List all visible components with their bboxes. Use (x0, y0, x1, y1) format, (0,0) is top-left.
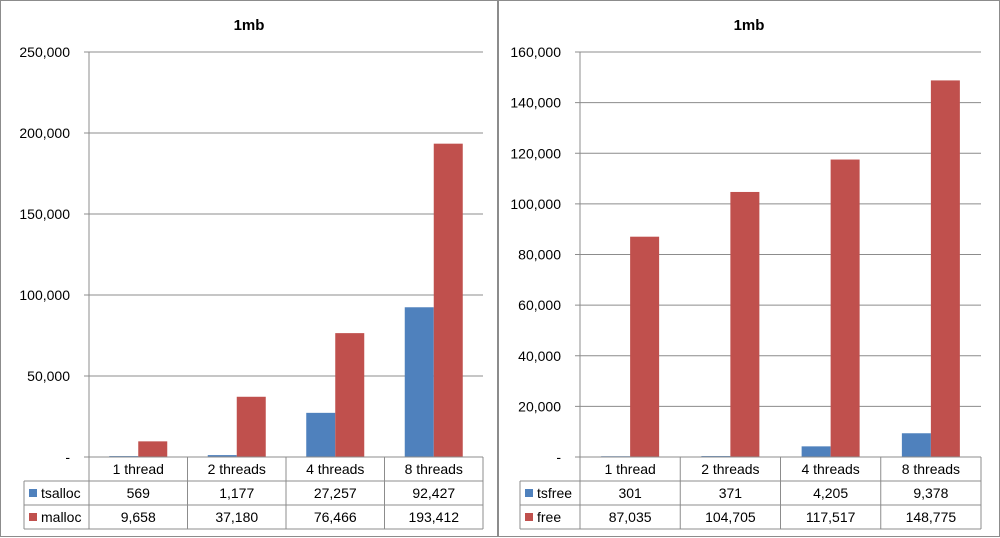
legend-label: free (537, 509, 561, 525)
category-label: 1 thread (113, 461, 164, 477)
legend-label: tsalloc (41, 485, 81, 501)
chart-panel-right: 1mb - 20,000 40,000 60,000 80,000 100,000 120,… (498, 0, 1000, 537)
data-label: 87,035 (609, 509, 652, 525)
data-label: 193,412 (408, 509, 459, 525)
bar-tsalloc (404, 307, 434, 457)
chart-right-svg: 1mb - 20,000 40,000 60,000 80,000 100,000 120,… (510, 17, 982, 530)
bar-malloc (335, 333, 365, 457)
y-tick-label: 40,000 (518, 348, 561, 364)
category-label: 2 threads (701, 461, 759, 477)
bar-free (830, 159, 860, 457)
data-label: 9,658 (121, 509, 156, 525)
data-label: 1,177 (219, 485, 254, 501)
category-label: 8 threads (405, 461, 463, 477)
legend-key-free (525, 513, 533, 521)
bar-free (630, 236, 660, 457)
chart-left-svg: 1mb - 50,000 100,000 150,000 200,000 250,000 1… (19, 17, 484, 530)
y-tick-label: 50,000 (27, 368, 70, 384)
legend-key-malloc (29, 513, 37, 521)
category-label: 4 threads (306, 461, 364, 477)
chart-panel-left: 1mb - 50,000 100,000 150,000 200,000 250,000 1… (0, 0, 498, 537)
bar-free (930, 80, 960, 458)
y-tick-label: - (65, 449, 70, 465)
y-tick-label: 250,000 (19, 44, 70, 60)
chart-title: 1mb (734, 17, 765, 34)
data-label: 76,466 (314, 509, 357, 525)
data-label: 92,427 (412, 485, 455, 501)
bar-tsalloc (207, 455, 237, 457)
y-tick-label: 80,000 (518, 247, 561, 263)
y-tick-label: 140,000 (510, 95, 561, 111)
data-label: 104,705 (705, 509, 756, 525)
data-label: 569 (127, 485, 151, 501)
data-label: 117,517 (806, 509, 856, 525)
bar-tsfree (901, 433, 931, 457)
bar-malloc (138, 441, 168, 457)
data-label: 301 (618, 485, 642, 501)
bar-malloc (433, 143, 463, 458)
y-tick-label: 20,000 (518, 398, 561, 414)
bar-malloc (236, 396, 266, 457)
category-label: 8 threads (902, 461, 960, 477)
y-tick-label: 160,000 (510, 44, 561, 60)
category-label: 1 thread (604, 461, 655, 477)
data-label: 148,775 (906, 509, 957, 525)
legend-key-tsalloc (29, 489, 37, 497)
data-label: 371 (719, 485, 743, 501)
bar-tsalloc (306, 412, 336, 457)
category-label: 2 threads (208, 461, 266, 477)
y-tick-label: 60,000 (518, 297, 561, 313)
legend-label: malloc (41, 509, 81, 525)
y-tick-label: 200,000 (19, 125, 70, 141)
data-label: 9,378 (913, 485, 948, 501)
y-tick-label: 150,000 (19, 206, 70, 222)
bar-tsfree (801, 446, 831, 457)
bar-free (730, 191, 760, 458)
data-label: 27,257 (314, 485, 357, 501)
category-label: 4 threads (801, 461, 859, 477)
chart-title: 1mb (234, 17, 265, 34)
data-label: 4,205 (813, 485, 848, 501)
legend-key-tsfree (525, 489, 533, 497)
y-tick-label: 120,000 (510, 145, 561, 161)
legend-label: tsfree (537, 485, 572, 501)
y-tick-label: 100,000 (510, 196, 561, 212)
data-label: 37,180 (215, 509, 258, 525)
y-tick-label: - (556, 449, 561, 465)
y-tick-label: 100,000 (19, 287, 70, 303)
